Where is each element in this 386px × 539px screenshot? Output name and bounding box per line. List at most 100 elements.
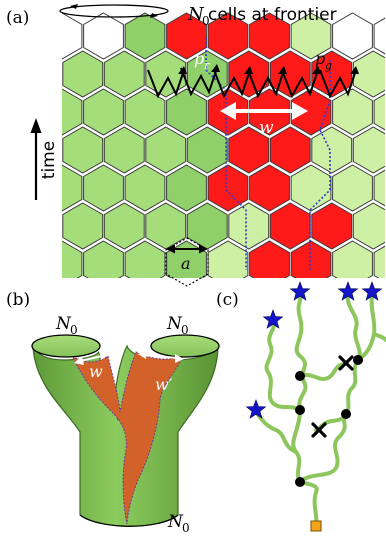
tree-branch-edge xyxy=(372,332,386,342)
w-label: w xyxy=(259,118,274,138)
panel-c-label: (c) xyxy=(216,290,239,310)
hex-cell xyxy=(352,202,386,250)
a-label: a xyxy=(181,254,191,273)
tree-branch-left xyxy=(264,320,302,412)
hex-cell xyxy=(186,202,228,250)
hex-cell xyxy=(228,202,270,250)
bottom-rim xyxy=(79,514,179,527)
tree-branch-star1 xyxy=(344,294,362,416)
hex-cell xyxy=(269,202,311,250)
star-icon xyxy=(361,281,383,301)
zigzag-arrow-icon xyxy=(319,66,359,99)
sector-boundary xyxy=(205,38,331,270)
hex-cell xyxy=(373,245,386,283)
ancestor-square-icon xyxy=(310,520,322,532)
star-icon xyxy=(289,281,311,301)
right-branch-top xyxy=(150,334,220,358)
hex-cell xyxy=(332,88,373,136)
hex-cell xyxy=(166,164,207,212)
surviving-lineages xyxy=(245,281,383,419)
hex-cell xyxy=(207,164,249,212)
star-icon xyxy=(337,281,359,301)
hex-cell xyxy=(124,164,166,212)
tree-branch-x1 xyxy=(298,362,348,381)
node-root-branch xyxy=(295,477,305,487)
hex-cell xyxy=(83,12,124,60)
n0-bottom-symbol: N xyxy=(167,512,184,532)
title-subscript: 0 xyxy=(202,14,210,28)
hex-cell xyxy=(62,202,104,250)
branch-nodes xyxy=(295,355,363,487)
zigzag-arrow-icon xyxy=(180,64,220,97)
hex-cell xyxy=(269,50,311,98)
hex-cell xyxy=(311,202,353,250)
n0-right-subscript: 0 xyxy=(181,323,189,337)
star-icon xyxy=(262,309,284,329)
node-upper-branch xyxy=(295,371,305,381)
panel-b: (b) w w′ N 0 N 0 N 0 xyxy=(6,290,220,535)
width-arrow-icon xyxy=(220,102,308,120)
zigzag-arrow-icon xyxy=(281,66,321,99)
hex-cell xyxy=(83,88,124,136)
cross-icon xyxy=(311,422,327,438)
hex-cell xyxy=(103,126,145,174)
panel-a: (a) N 0 cells at frontier time p r p g w… xyxy=(0,0,386,298)
lattice-spacing-icon xyxy=(165,237,209,287)
hex-cell xyxy=(207,12,249,60)
hex-cell xyxy=(269,126,311,174)
pg-symbol: p xyxy=(315,49,325,68)
pg-subscript: g xyxy=(325,59,332,72)
tree-branch-upper xyxy=(294,294,308,412)
star-icon xyxy=(245,399,267,419)
hex-cell xyxy=(124,12,166,60)
red-sector-surface xyxy=(70,351,186,525)
pr-symbol: p xyxy=(194,49,204,68)
title-symbol: N xyxy=(187,4,205,25)
b-w-label: w xyxy=(89,362,103,381)
extinction-markers xyxy=(311,355,354,438)
hex-cell xyxy=(166,88,207,136)
hex-cell xyxy=(186,50,228,98)
w-prime-arrow-icon xyxy=(138,350,184,363)
w-arrow-icon xyxy=(74,351,108,365)
hex-cell xyxy=(290,164,332,212)
lineage-tree xyxy=(254,294,386,528)
n0-left-symbol: N xyxy=(55,314,72,334)
time-label: time xyxy=(39,141,59,179)
hex-cell xyxy=(290,12,332,60)
hex-cell xyxy=(373,93,386,131)
hex-cell xyxy=(311,50,353,98)
n0-bottom-subscript: 0 xyxy=(182,521,190,535)
time-arrow-icon xyxy=(30,118,42,200)
hex-cell xyxy=(228,126,270,174)
node-top-branch xyxy=(353,355,363,365)
hex-cell xyxy=(145,50,187,98)
hex-lattice xyxy=(0,0,386,298)
panel-c: (c) xyxy=(216,281,386,532)
title-text: cells at frontier xyxy=(208,5,337,25)
tree-branch-star3 xyxy=(254,410,298,454)
panel-b-label: (b) xyxy=(6,290,30,310)
hex-cell xyxy=(83,164,124,212)
hex-cell xyxy=(352,50,386,98)
b-wprime-label: w′ xyxy=(155,375,173,394)
hex-cell xyxy=(186,126,228,174)
hex-cell xyxy=(103,202,145,250)
node-right-branch xyxy=(341,409,351,419)
lattice-bottom-mask xyxy=(0,278,386,298)
hex-cell xyxy=(332,12,373,60)
hex-cell xyxy=(332,164,373,212)
growth-zigzags xyxy=(147,64,359,99)
hex-cell xyxy=(373,17,386,55)
lattice-edge-mask xyxy=(0,0,386,290)
hex-cell xyxy=(62,126,104,174)
rotation-arrow-icon xyxy=(59,4,169,18)
hex-cell xyxy=(290,88,332,136)
n0-right-symbol: N xyxy=(166,314,183,334)
tree-branch-right xyxy=(298,412,348,484)
left-branch-top xyxy=(31,334,101,358)
tree-trunk xyxy=(298,480,319,528)
hex-cell xyxy=(166,12,207,60)
hex-cell xyxy=(249,12,290,60)
